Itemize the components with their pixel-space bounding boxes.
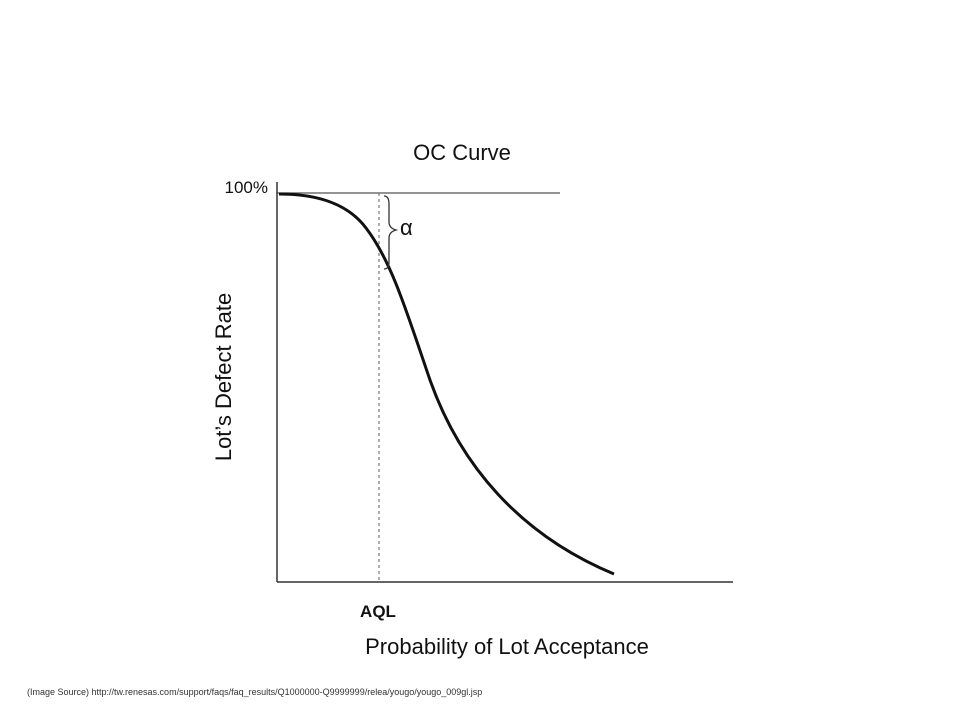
alpha-brace [383, 195, 399, 270]
y-axis-label: Lot’s Defect Rate [211, 293, 236, 461]
oc-curve-line [278, 192, 615, 576]
y-tick-100-percent: 100% [225, 178, 268, 197]
image-source-note: (Image Source) http://tw.renesas.com/sup… [27, 687, 483, 697]
aql-label: AQL [360, 602, 396, 621]
x-axis-label: Probability of Lot Acceptance [365, 634, 649, 659]
chart-title: OC Curve [413, 140, 511, 165]
alpha-label: α [400, 215, 413, 240]
